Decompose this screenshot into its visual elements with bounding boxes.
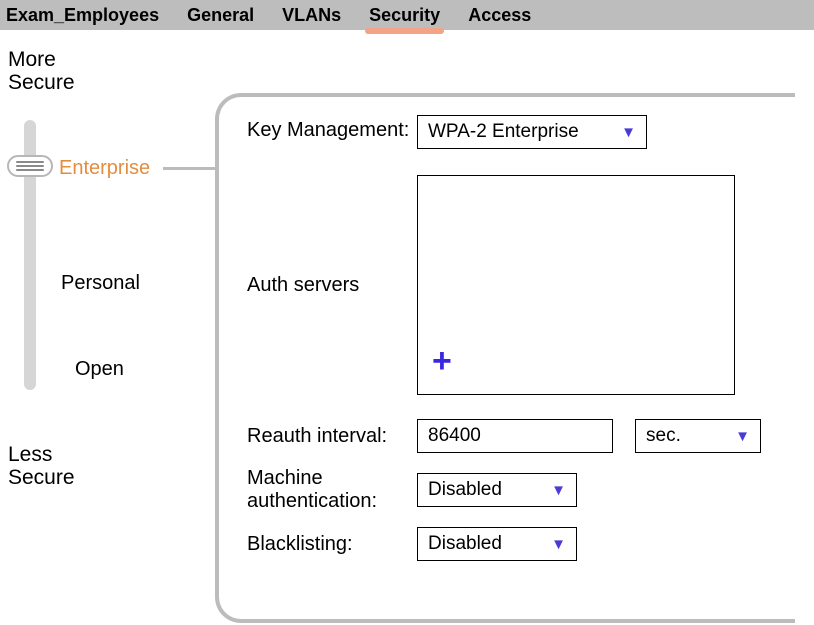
tab-security[interactable]: Security (369, 3, 440, 28)
auth-servers-row: Auth servers + (247, 175, 781, 395)
reauth-label: Reauth interval: (247, 425, 417, 448)
machine-auth-label: Machine authentication: (247, 467, 417, 513)
tab-title[interactable]: Exam_Employees (6, 3, 159, 28)
chevron-down-icon: ▼ (621, 124, 636, 141)
machine-auth-value: Disabled (428, 479, 502, 501)
level-open[interactable]: Open (75, 358, 124, 381)
key-management-label: Key Management: (247, 119, 417, 142)
blacklisting-select[interactable]: Disabled ▼ (417, 527, 577, 561)
chevron-down-icon: ▼ (551, 482, 566, 499)
key-management-select[interactable]: WPA-2 Enterprise ▼ (417, 115, 647, 149)
chevron-down-icon: ▼ (551, 536, 566, 553)
level-personal[interactable]: Personal (61, 272, 140, 295)
auth-servers-listbox[interactable]: + (417, 175, 735, 395)
tab-general[interactable]: General (187, 3, 254, 28)
machine-auth-row: Machine authentication: Disabled ▼ (247, 467, 781, 513)
content-area: More Secure Enterprise Personal Open Les… (0, 30, 814, 625)
add-auth-server-icon[interactable]: + (432, 344, 452, 378)
key-management-row: Key Management: WPA-2 Enterprise ▼ (247, 115, 781, 149)
blacklisting-value: Disabled (428, 533, 502, 555)
reauth-unit-value: sec. (646, 425, 681, 447)
level-enterprise[interactable]: Enterprise (59, 157, 150, 180)
blacklisting-row: Blacklisting: Disabled ▼ (247, 527, 781, 561)
chevron-down-icon: ▼ (735, 428, 750, 445)
tab-bar: Exam_Employees General VLANs Security Ac… (0, 0, 814, 30)
more-secure-label: More Secure (8, 48, 75, 94)
blacklisting-label: Blacklisting: (247, 533, 417, 556)
reauth-row: Reauth interval: 86400 sec. ▼ (247, 419, 781, 453)
settings-panel: Key Management: WPA-2 Enterprise ▼ Auth … (215, 93, 795, 623)
key-management-value: WPA-2 Enterprise (428, 121, 579, 143)
tab-access[interactable]: Access (468, 3, 531, 28)
auth-servers-label: Auth servers (247, 274, 417, 297)
machine-auth-select[interactable]: Disabled ▼ (417, 473, 577, 507)
reauth-interval-input[interactable]: 86400 (417, 419, 613, 453)
tab-vlans[interactable]: VLANs (282, 3, 341, 28)
reauth-unit-select[interactable]: sec. ▼ (635, 419, 761, 453)
security-slider-thumb[interactable] (7, 155, 53, 177)
less-secure-label: Less Secure (8, 443, 75, 489)
connector-line (163, 167, 215, 170)
